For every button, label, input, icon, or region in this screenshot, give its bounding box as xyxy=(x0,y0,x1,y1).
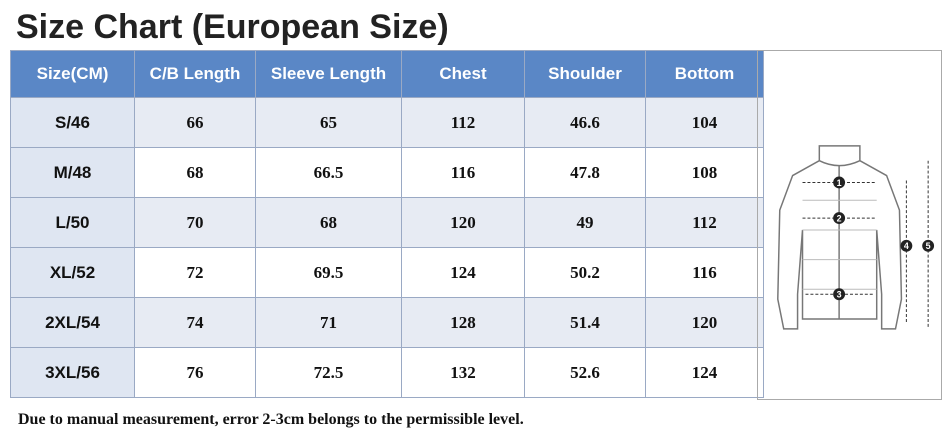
cell: 52.6 xyxy=(524,347,646,398)
cell: 66.5 xyxy=(255,147,402,198)
cell: 70 xyxy=(134,197,256,248)
cell: 128 xyxy=(401,297,525,348)
cell: 104 xyxy=(645,97,764,148)
column-header: Bottom xyxy=(645,50,764,98)
size-cell: S/46 xyxy=(10,97,135,148)
cell: 76 xyxy=(134,347,256,398)
cell: 71 xyxy=(255,297,402,348)
marker-circle xyxy=(833,288,846,301)
cell: 108 xyxy=(645,147,764,198)
column-header: Shoulder xyxy=(524,50,646,98)
marker-label: 5 xyxy=(926,241,931,251)
cell: 116 xyxy=(645,247,764,298)
cell: 50.2 xyxy=(524,247,646,298)
cell: 46.6 xyxy=(524,97,646,148)
cell: 124 xyxy=(645,347,764,398)
cell: 116 xyxy=(401,147,525,198)
marker-label: 4 xyxy=(904,241,909,251)
jacket-diagram: 1 2 3 4 5 xyxy=(757,50,942,400)
cell: 68 xyxy=(134,147,256,198)
cell: 72.5 xyxy=(255,347,402,398)
note: Due to manual measurement, error 2-3cm b… xyxy=(18,411,524,428)
cell: 74 xyxy=(134,297,256,348)
marker-label: 2 xyxy=(837,214,842,224)
marker-circle xyxy=(900,239,913,252)
table-row: 2XL/54 74 71 128 51.4 120 xyxy=(10,297,764,348)
table-row: L/50 70 68 120 49 112 xyxy=(10,197,764,248)
cell: 132 xyxy=(401,347,525,398)
cell: 68 xyxy=(255,197,402,248)
column-header: Sleeve Length xyxy=(255,50,402,98)
size-cell: M/48 xyxy=(10,147,135,198)
column-header: Size(CM) xyxy=(10,50,135,98)
marker-label: 1 xyxy=(837,178,842,188)
marker-circle xyxy=(922,239,935,252)
cell: 112 xyxy=(401,97,525,148)
marker-circle xyxy=(833,212,846,225)
cell: 49 xyxy=(524,197,646,248)
size-cell: XL/52 xyxy=(10,247,135,298)
size-cell: 2XL/54 xyxy=(10,297,135,348)
cell: 120 xyxy=(401,197,525,248)
marker-label: 3 xyxy=(837,290,842,300)
table-row: 3XL/56 76 72.5 132 52.6 124 xyxy=(10,347,764,398)
cell: 112 xyxy=(645,197,764,248)
cell: 120 xyxy=(645,297,764,348)
cell: 65 xyxy=(255,97,402,148)
cell: 47.8 xyxy=(524,147,646,198)
column-header: C/B Length xyxy=(134,50,256,98)
table-row: M/48 68 66.5 116 47.8 108 xyxy=(10,147,764,198)
cell: 51.4 xyxy=(524,297,646,348)
column-header: Chest xyxy=(401,50,525,98)
title: Size Chart (European Size) xyxy=(16,8,449,46)
table-row: XL/52 72 69.5 124 50.2 116 xyxy=(10,247,764,298)
size-table: Size(CM) C/B Length Sleeve Length Chest Shou… xyxy=(10,50,764,398)
size-cell: L/50 xyxy=(10,197,135,248)
size-cell: 3XL/56 xyxy=(10,347,135,398)
marker-circle xyxy=(833,176,846,189)
cell: 124 xyxy=(401,247,525,298)
cell: 69.5 xyxy=(255,247,402,298)
cell: 66 xyxy=(134,97,256,148)
cell: 72 xyxy=(134,247,256,298)
table-row: S/46 66 65 112 46.6 104 xyxy=(10,97,764,148)
